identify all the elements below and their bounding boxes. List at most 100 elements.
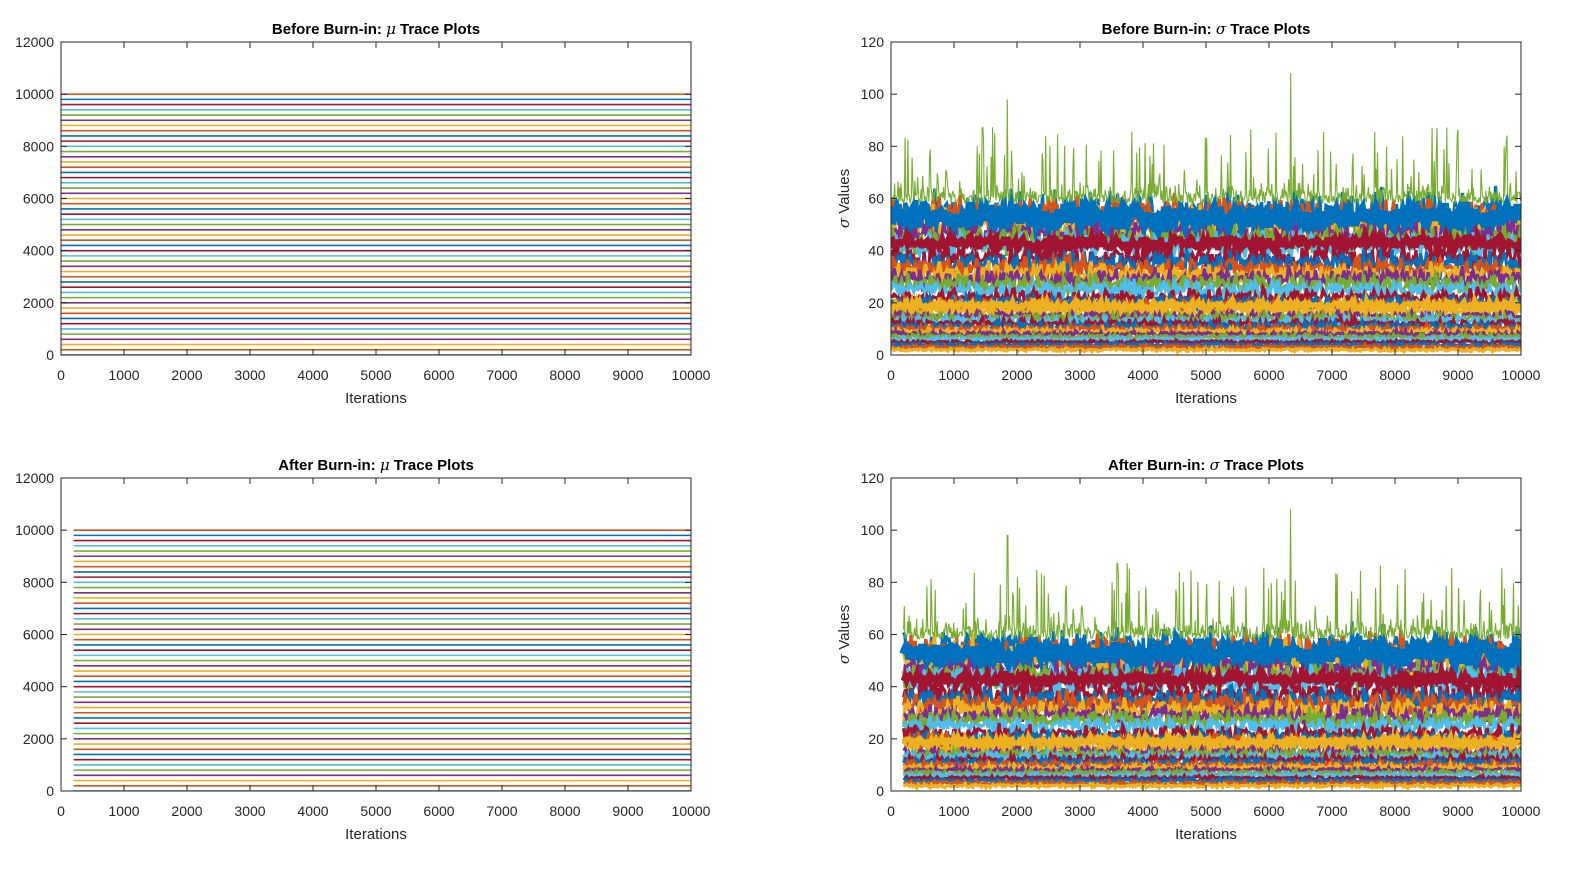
y-tick-label: 2000 (23, 731, 54, 747)
y-tick-label: 12000 (15, 470, 54, 486)
x-tick-label: 8000 (549, 803, 580, 819)
x-tick-label: 2000 (171, 803, 202, 819)
chart-title-suffix: Trace Plots (1220, 457, 1304, 474)
plot-area (61, 93, 691, 355)
x-tick-label: 7000 (1316, 803, 1347, 819)
y-tick-label: 0 (876, 347, 884, 363)
y-tick-label: 40 (868, 243, 884, 259)
y-tick-label: 60 (868, 627, 884, 643)
x-tick-label: 4000 (1127, 367, 1158, 383)
y-tick-label: 0 (46, 783, 54, 799)
plot-area (899, 509, 1521, 791)
x-tick-label: 4000 (297, 367, 328, 383)
x-tick-label: 5000 (360, 803, 391, 819)
x-tick-label: 0 (57, 803, 65, 819)
trace-series-dominant (899, 626, 1521, 681)
x-tick-label: 5000 (360, 367, 391, 383)
y-tick-label: 120 (861, 34, 885, 50)
chart-title-prefix: Before Burn-in: (1102, 21, 1216, 38)
x-tick-label: 1000 (108, 803, 139, 819)
x-tick-label: 6000 (1253, 803, 1284, 819)
y-tick-label: 100 (861, 86, 885, 102)
x-axis-label: Iterations (1175, 390, 1237, 407)
trace-series-dominant (891, 192, 1521, 245)
x-axis-label: Iterations (345, 390, 407, 407)
x-tick-label: 10000 (672, 803, 711, 819)
x-tick-label: 1000 (938, 803, 969, 819)
trace-series-23 (902, 755, 1521, 775)
x-tick-label: 4000 (1127, 803, 1158, 819)
chart-panel-1: 0 1000 2000 3000 4000 5000 6000 7000 8000 9000 100… (15, 20, 711, 407)
x-tick-label: 2000 (171, 367, 202, 383)
x-tick-label: 2000 (1001, 367, 1032, 383)
chart-title-symbol: μ (380, 456, 390, 474)
y-tick-label: 6000 (23, 627, 54, 643)
y-tick-label: 10000 (15, 522, 54, 538)
trace-series-26 (891, 328, 1521, 344)
y-tick-label: 0 (876, 783, 884, 799)
y-tick-label: 4000 (23, 679, 54, 695)
x-tick-label: 3000 (1064, 367, 1095, 383)
trace-series-22 (891, 315, 1521, 336)
trace-series-31 (891, 344, 1521, 355)
x-axis-label: Iterations (345, 826, 407, 843)
y-tick-label: 10000 (15, 86, 54, 102)
y-tick-label: 60 (868, 191, 884, 207)
trace-series-31 (902, 780, 1521, 791)
y-tick-label: 120 (861, 470, 885, 486)
x-tick-label: 9000 (612, 367, 643, 383)
y-tick-label: 4000 (23, 243, 54, 259)
y-tick-label: 80 (868, 574, 884, 590)
chart-title-suffix: Trace Plots (396, 21, 480, 38)
chart-title: Before Burn-in: μ Trace Plots (272, 20, 480, 38)
x-tick-label: 8000 (549, 367, 580, 383)
x-tick-label: 0 (887, 803, 895, 819)
chart-title: Before Burn-in: σ Trace Plots (1102, 20, 1311, 38)
y-tick-label: 20 (868, 731, 884, 747)
x-tick-label: 10000 (1502, 803, 1541, 819)
chart-title-suffix: Trace Plots (1226, 21, 1310, 38)
trace-series-spiky (903, 509, 1521, 642)
chart-panel-4: 0 1000 2000 3000 4000 5000 6000 7000 8000 9000 100… (835, 456, 1541, 843)
y-tick-label: 8000 (23, 574, 54, 590)
chart-title-prefix: Before Burn-in: (272, 21, 386, 38)
chart-title-symbol: μ (386, 20, 396, 38)
y-tick-label: 40 (868, 679, 884, 695)
x-tick-label: 9000 (1442, 367, 1473, 383)
x-tick-label: 10000 (1502, 367, 1541, 383)
chart-title-symbol: σ (1216, 20, 1227, 38)
x-tick-label: 10000 (672, 367, 711, 383)
chart-title-prefix: After Burn-in: (278, 457, 380, 474)
trace-series-tertiary (891, 289, 1521, 320)
x-tick-label: 3000 (234, 367, 265, 383)
x-tick-label: 3000 (1064, 803, 1095, 819)
x-tick-label: 8000 (1379, 803, 1410, 819)
chart-title-symbol: σ (1210, 456, 1221, 474)
trace-series-secondary (900, 660, 1521, 698)
x-axis-label: Iterations (1175, 826, 1237, 843)
trace-series-tertiary (901, 727, 1521, 757)
x-tick-label: 2000 (1001, 803, 1032, 819)
x-tick-label: 0 (57, 367, 65, 383)
x-tick-label: 3000 (234, 803, 265, 819)
chart-title-suffix: Trace Plots (390, 457, 474, 474)
trace-series-secondary (891, 223, 1521, 264)
y-axis-label: σ Values (835, 169, 853, 228)
chart-title: After Burn-in: μ Trace Plots (278, 456, 474, 474)
x-tick-label: 7000 (1316, 367, 1347, 383)
y-axis-label-symbol: σ (835, 217, 853, 228)
y-tick-label: 2000 (23, 295, 54, 311)
x-tick-label: 1000 (938, 367, 969, 383)
x-tick-label: 5000 (1190, 367, 1221, 383)
plot-area (891, 73, 1521, 355)
x-tick-label: 0 (887, 367, 895, 383)
y-axis-label-text: Values (836, 169, 853, 218)
x-tick-label: 7000 (486, 803, 517, 819)
x-tick-label: 6000 (423, 367, 454, 383)
x-tick-label: 6000 (423, 803, 454, 819)
y-tick-label: 100 (861, 522, 885, 538)
y-tick-label: 0 (46, 347, 54, 363)
y-tick-label: 12000 (15, 34, 54, 50)
y-tick-label: 20 (868, 295, 884, 311)
